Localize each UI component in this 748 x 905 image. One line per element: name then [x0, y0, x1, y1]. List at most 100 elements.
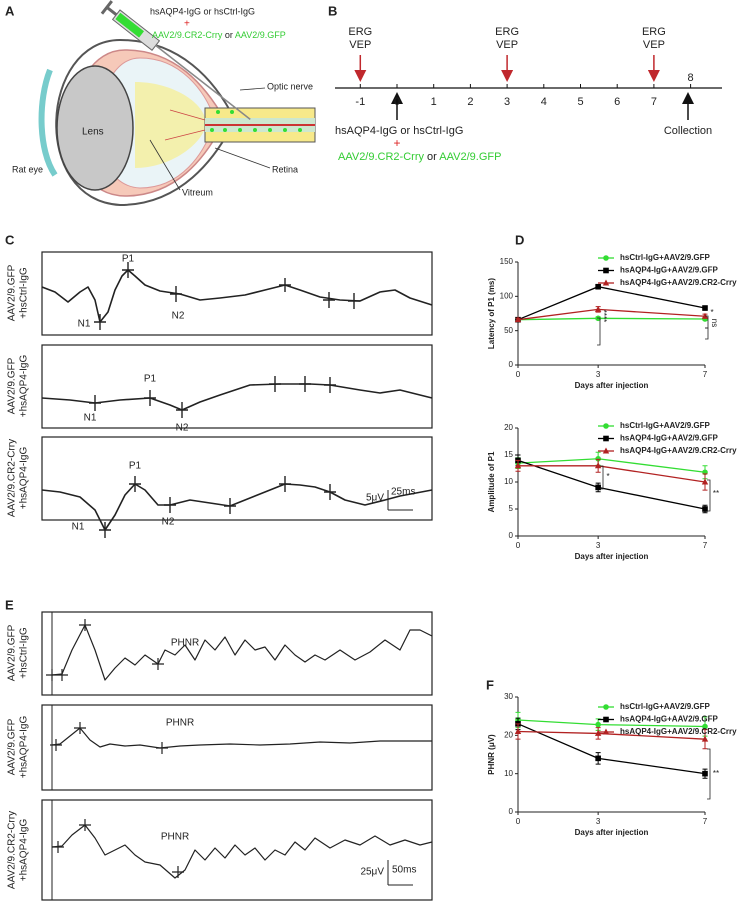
y-tick-label: 0: [509, 807, 514, 816]
y-tick-label: 10: [504, 769, 513, 778]
legend-marker: [602, 447, 610, 454]
data-point: [595, 283, 601, 290]
y-tick-label: 5: [509, 504, 514, 513]
data-point: [702, 770, 708, 777]
panel-label: F: [486, 677, 494, 692]
panel-label: E: [5, 597, 14, 612]
timeline-tick-label: 5: [577, 96, 583, 108]
vector-label: AAV2/9.CR2-Crry or AAV2/9.GFP: [152, 30, 286, 40]
trace-box: [41, 436, 433, 521]
y-axis-label: Latency of P1 (ms): [487, 278, 496, 349]
phnr-trace: [51, 624, 433, 681]
significance-bracket: [600, 465, 604, 490]
significance-bracket: [707, 748, 711, 800]
timeline-tick-label: 2: [467, 96, 473, 108]
peak-label: N2: [162, 517, 175, 528]
row-label: +hsCtrl-IgG: [19, 627, 30, 679]
trace-box: [41, 344, 433, 429]
x-tick-label: 7: [703, 541, 708, 550]
or: or: [427, 151, 437, 163]
legend-label: hsCtrl-IgG+AAV2/9.GFP: [620, 702, 711, 711]
trace-box: [41, 611, 433, 696]
significance-label: ns: [710, 319, 719, 327]
y-tick-label: 0: [509, 360, 514, 369]
legend-marker: [602, 728, 610, 735]
peak-markers: [46, 619, 184, 878]
y-tick-label: 10: [504, 477, 513, 486]
peak-label: P1: [144, 374, 157, 385]
data-point: [702, 723, 708, 730]
row-label: AAV2/9.GFP: [7, 624, 18, 681]
legend-marker: [603, 423, 609, 429]
series-line: [517, 317, 706, 321]
vector-2: AAV2/9.GFP: [439, 151, 501, 163]
lens-label: Lens: [82, 127, 104, 138]
y-tick-label: 150: [500, 257, 514, 266]
vector-1: AAV2/9.CR2-Crry: [338, 151, 424, 163]
data-point: [702, 506, 708, 512]
plus-sign: +: [393, 136, 400, 150]
vector-1: AAV2/9.CR2-Crry: [152, 30, 223, 40]
x-tick-label: 3: [596, 541, 601, 550]
y-tick-label: 100: [500, 291, 514, 300]
x-axis-label: Days after injection: [575, 381, 649, 390]
x-axis-label: Days after injection: [575, 552, 649, 561]
legend-marker: [603, 704, 609, 710]
row-label: AAV2/9.CR2-Crry: [7, 439, 18, 517]
scale-bar: [387, 490, 413, 511]
legend-label: hsCtrl-IgG+AAV2/9.GFP: [620, 421, 711, 430]
y-tick-label: 15: [504, 450, 513, 459]
legend-marker: [603, 267, 609, 274]
timeline-tick-label: 0: [394, 96, 400, 108]
legend-label: hsAQP4-IgG+AAV2/9.GFP: [620, 266, 719, 275]
peak-label: PHNR: [166, 718, 194, 729]
phnr-trace: [51, 824, 433, 879]
erg-trace: [41, 383, 433, 411]
timeline-tick-label: -1: [355, 96, 365, 108]
timeline-tick-label: 7: [651, 96, 657, 108]
x-tick-label: 7: [703, 370, 708, 379]
legend-label: hsAQP4-IgG+AAV2/9.GFP: [620, 434, 719, 443]
y-tick-label: 20: [504, 423, 513, 432]
data-point: [594, 305, 602, 312]
peak-label: N1: [78, 319, 91, 330]
data-point: [702, 305, 708, 311]
timeline-vector: AAV2/9.CR2-Crry or AAV2/9.GFP: [338, 151, 501, 163]
or: or: [225, 30, 233, 40]
row-label: AAV2/9.GFP: [7, 718, 18, 775]
x-tick-label: 0: [516, 370, 521, 379]
injection-label: hsAQP4-IgG or hsCtrl-IgG: [150, 6, 255, 16]
significance-bracket: [707, 479, 711, 512]
y-axis-label: PHNR (μV): [487, 734, 496, 775]
scale-bar: [387, 860, 413, 886]
significance-label: **: [713, 769, 719, 778]
timeline-tick-label: 8: [688, 72, 694, 84]
peak-label: N2: [176, 423, 189, 434]
row-label: +hsAQP4-IgG: [19, 819, 30, 882]
data-point: [594, 729, 602, 736]
timeline-tick-label: 6: [614, 96, 620, 108]
legend-label: hsAQP4-IgG+AAV2/9.CR2-Crry: [620, 446, 737, 455]
y-tick-label: 20: [504, 730, 513, 739]
x-tick-label: 0: [516, 541, 521, 550]
recording-label: ERG: [495, 26, 519, 38]
legend-marker: [603, 716, 609, 723]
x-tick-label: 3: [596, 370, 601, 379]
peak-label: PHNR: [161, 832, 189, 843]
recording-label: VEP: [643, 39, 665, 51]
panel-label: C: [5, 232, 15, 247]
scale-label: 50ms: [392, 865, 416, 876]
data-point: [595, 455, 601, 462]
optic-nerve-label: Optic nerve: [267, 81, 313, 91]
row-label: +hsCtrl-IgG: [19, 267, 30, 319]
recording-label: VEP: [349, 39, 371, 51]
scale-label: 25ms: [391, 487, 415, 498]
eye-illustration: [38, 0, 316, 207]
peak-markers: [89, 262, 360, 538]
data-point: [594, 462, 602, 469]
peak-label: N1: [72, 522, 85, 533]
row-label: AAV2/9.CR2-Crry: [7, 811, 18, 889]
row-label: AAV2/9.GFP: [7, 264, 18, 321]
y-axis-label: Amplitude of P1: [487, 451, 496, 512]
y-tick-label: 0: [509, 531, 514, 540]
